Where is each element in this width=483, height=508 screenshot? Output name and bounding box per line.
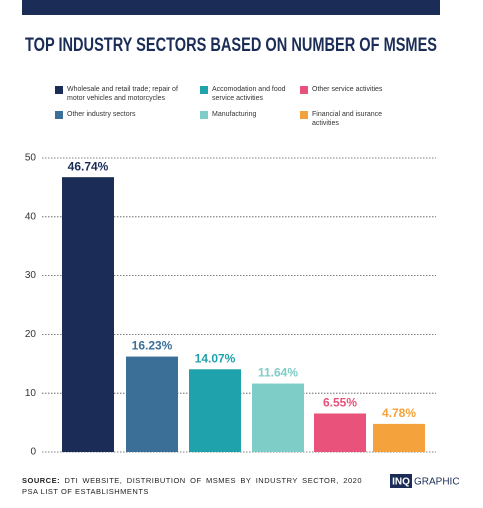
legend-swatch xyxy=(200,111,208,119)
legend-swatch xyxy=(300,86,308,94)
legend-swatch xyxy=(55,86,63,94)
legend-swatch xyxy=(55,111,63,119)
legend-label: Other industry sectors xyxy=(67,111,136,118)
value-label: 11.64% xyxy=(258,366,298,380)
legend-label: Accomodation and food service activities xyxy=(212,86,286,102)
value-label: 4.78% xyxy=(382,406,416,420)
bar xyxy=(373,423,425,452)
header-bar xyxy=(22,0,440,15)
logo-text: GRAPHIC xyxy=(414,477,460,488)
logo-box xyxy=(390,474,412,488)
logo: INQ xyxy=(392,477,410,488)
legend-label: Wholesale and retail trade; repair of mo… xyxy=(67,86,178,102)
source: SOURCE: DTI WEBSITE, DISTRIBUTION OF MSM… xyxy=(22,475,362,497)
value-label: 6.55% xyxy=(323,396,357,410)
y-tick-label: 30 xyxy=(25,270,37,281)
value-label: 14.07% xyxy=(195,351,236,365)
bar xyxy=(189,369,241,452)
legend-swatch xyxy=(200,86,208,94)
y-tick-label: 20 xyxy=(25,329,37,340)
bar xyxy=(314,413,366,452)
bar xyxy=(62,177,114,452)
legend-swatch xyxy=(300,111,308,119)
chart-title: TOP INDUSTRY SECTORS BASED ON NUMBER OF … xyxy=(25,35,437,56)
bar xyxy=(126,356,178,452)
legend-label: Other service activities xyxy=(312,86,383,93)
bar xyxy=(252,383,304,452)
source-label: SOURCE: xyxy=(22,476,61,485)
value-label: 16.23% xyxy=(132,339,173,353)
legend-label: Financial and isurance activities xyxy=(312,111,383,127)
source-text: DTI WEBSITE, DISTRIBUTION OF MSMES BY IN… xyxy=(22,476,362,496)
y-tick-label: 10 xyxy=(25,388,37,399)
y-tick-label: 50 xyxy=(25,153,37,164)
y-tick-label: 40 xyxy=(25,211,37,222)
y-tick-label: 0 xyxy=(30,447,36,458)
legend-label: Manufacturing xyxy=(212,111,257,118)
value-label: 46.74% xyxy=(68,159,109,173)
